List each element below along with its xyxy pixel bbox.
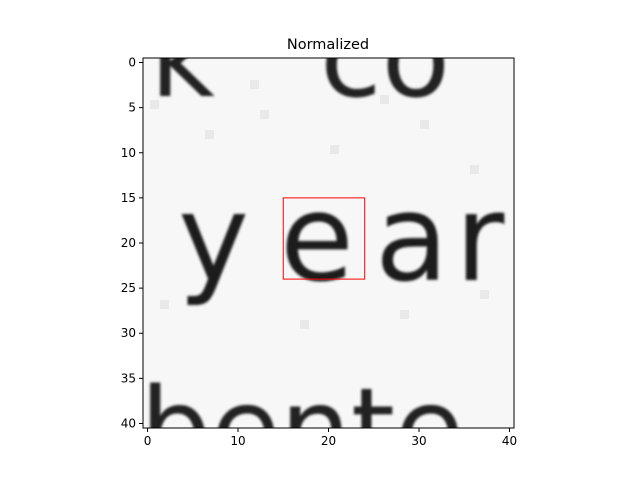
svg-text:e: e — [280, 170, 354, 309]
y-tick-label: 40 — [121, 416, 136, 430]
y-tick-label: 35 — [121, 371, 136, 385]
y-tick-label: 25 — [121, 281, 136, 295]
svg-text:k: k — [150, 0, 215, 123]
heatmap-image: k co y e a r bente — [140, 0, 514, 480]
y-tick-label: 30 — [121, 326, 136, 340]
chart-title: Normalized — [287, 37, 369, 53]
y-tick-label: 15 — [121, 191, 136, 205]
x-tick-label: 0 — [144, 434, 152, 448]
svg-text:r: r — [455, 170, 505, 309]
x-tick-label: 20 — [321, 434, 336, 448]
y-tick-label: 0 — [128, 56, 136, 70]
svg-text:a: a — [375, 170, 449, 309]
annotation-rectangle — [282, 197, 366, 280]
x-axis: 0 10 20 30 40 — [144, 428, 517, 448]
svg-text:bente: bente — [140, 365, 464, 480]
y-tick-label: 10 — [121, 146, 136, 160]
svg-text:y: y — [178, 170, 249, 309]
y-tick-label: 20 — [121, 236, 136, 250]
x-tick-label: 10 — [230, 434, 245, 448]
y-axis: 0 5 10 15 20 25 30 35 40 — [121, 56, 143, 430]
x-tick-label: 30 — [411, 434, 426, 448]
svg-text:co: co — [320, 0, 450, 123]
x-tick-label: 40 — [502, 434, 517, 448]
y-tick-label: 5 — [128, 101, 136, 115]
